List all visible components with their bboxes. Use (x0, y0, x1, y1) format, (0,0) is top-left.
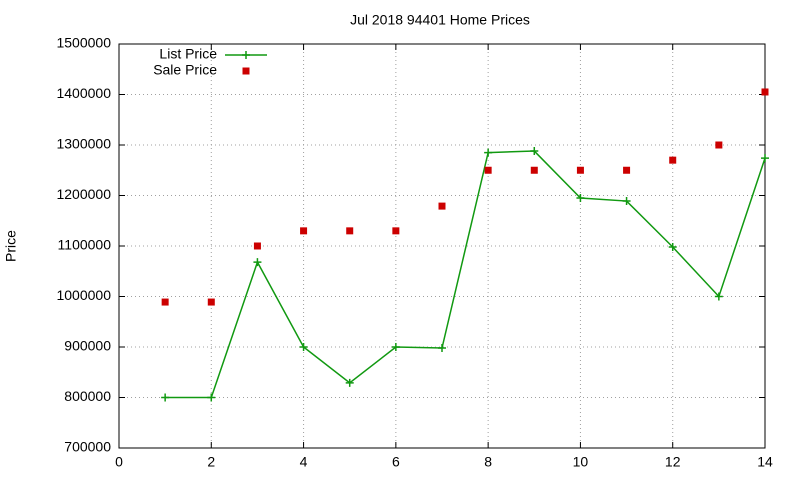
y-tick-label: 1000000 (56, 287, 111, 303)
y-tick-label: 1200000 (56, 186, 111, 202)
y-axis-label: Price (3, 230, 19, 262)
point-marker (622, 197, 631, 206)
x-tick-label: 6 (392, 454, 400, 470)
point-marker (484, 148, 493, 157)
x-tick-label: 2 (207, 454, 215, 470)
y-tick-label: 1300000 (56, 136, 111, 152)
y-tick-label: 1400000 (56, 85, 111, 101)
x-tick-label: 8 (484, 454, 492, 470)
point-marker (714, 292, 723, 301)
y-tick-label: 1500000 (56, 35, 111, 51)
x-tick-label: 12 (665, 454, 681, 470)
point-marker (438, 202, 446, 210)
plot-border (118, 43, 766, 449)
series-line (165, 150, 766, 399)
point-marker (715, 141, 723, 149)
point-marker (345, 378, 354, 387)
point-marker (161, 393, 170, 402)
point-marker (391, 343, 400, 351)
point-marker (392, 227, 400, 235)
point-marker (761, 154, 769, 163)
x-tick-label: 4 (300, 454, 308, 470)
point-marker (669, 156, 677, 164)
point-marker (253, 258, 262, 267)
y-tick-label: 800000 (64, 388, 111, 404)
point-marker (530, 166, 538, 174)
point-marker (530, 147, 539, 156)
point-marker (668, 243, 677, 252)
y-tick-label: 700000 (64, 439, 111, 455)
legend-marker (242, 51, 250, 59)
point-marker (761, 88, 769, 96)
point-marker (438, 344, 446, 353)
point-marker (576, 194, 585, 203)
legend-marker (242, 67, 250, 75)
point-marker (623, 166, 631, 174)
point-marker (484, 166, 492, 174)
legend-label: List Price (159, 46, 217, 62)
x-tick-label: 14 (757, 454, 773, 470)
point-marker (300, 227, 308, 235)
point-marker (576, 166, 584, 174)
y-tick-label: 1100000 (58, 237, 112, 253)
point-marker (207, 393, 216, 402)
point-marker (346, 227, 354, 235)
legend-label: Sale Price (153, 62, 217, 78)
point-marker (299, 343, 308, 351)
x-tick-label: 10 (573, 454, 589, 470)
point-marker (207, 298, 215, 306)
x-tick-label: 0 (115, 454, 123, 470)
chart-title: Jul 2018 94401 Home Prices (350, 12, 530, 28)
point-marker (253, 242, 261, 250)
y-tick-label: 900000 (64, 338, 111, 354)
point-marker (161, 298, 169, 306)
